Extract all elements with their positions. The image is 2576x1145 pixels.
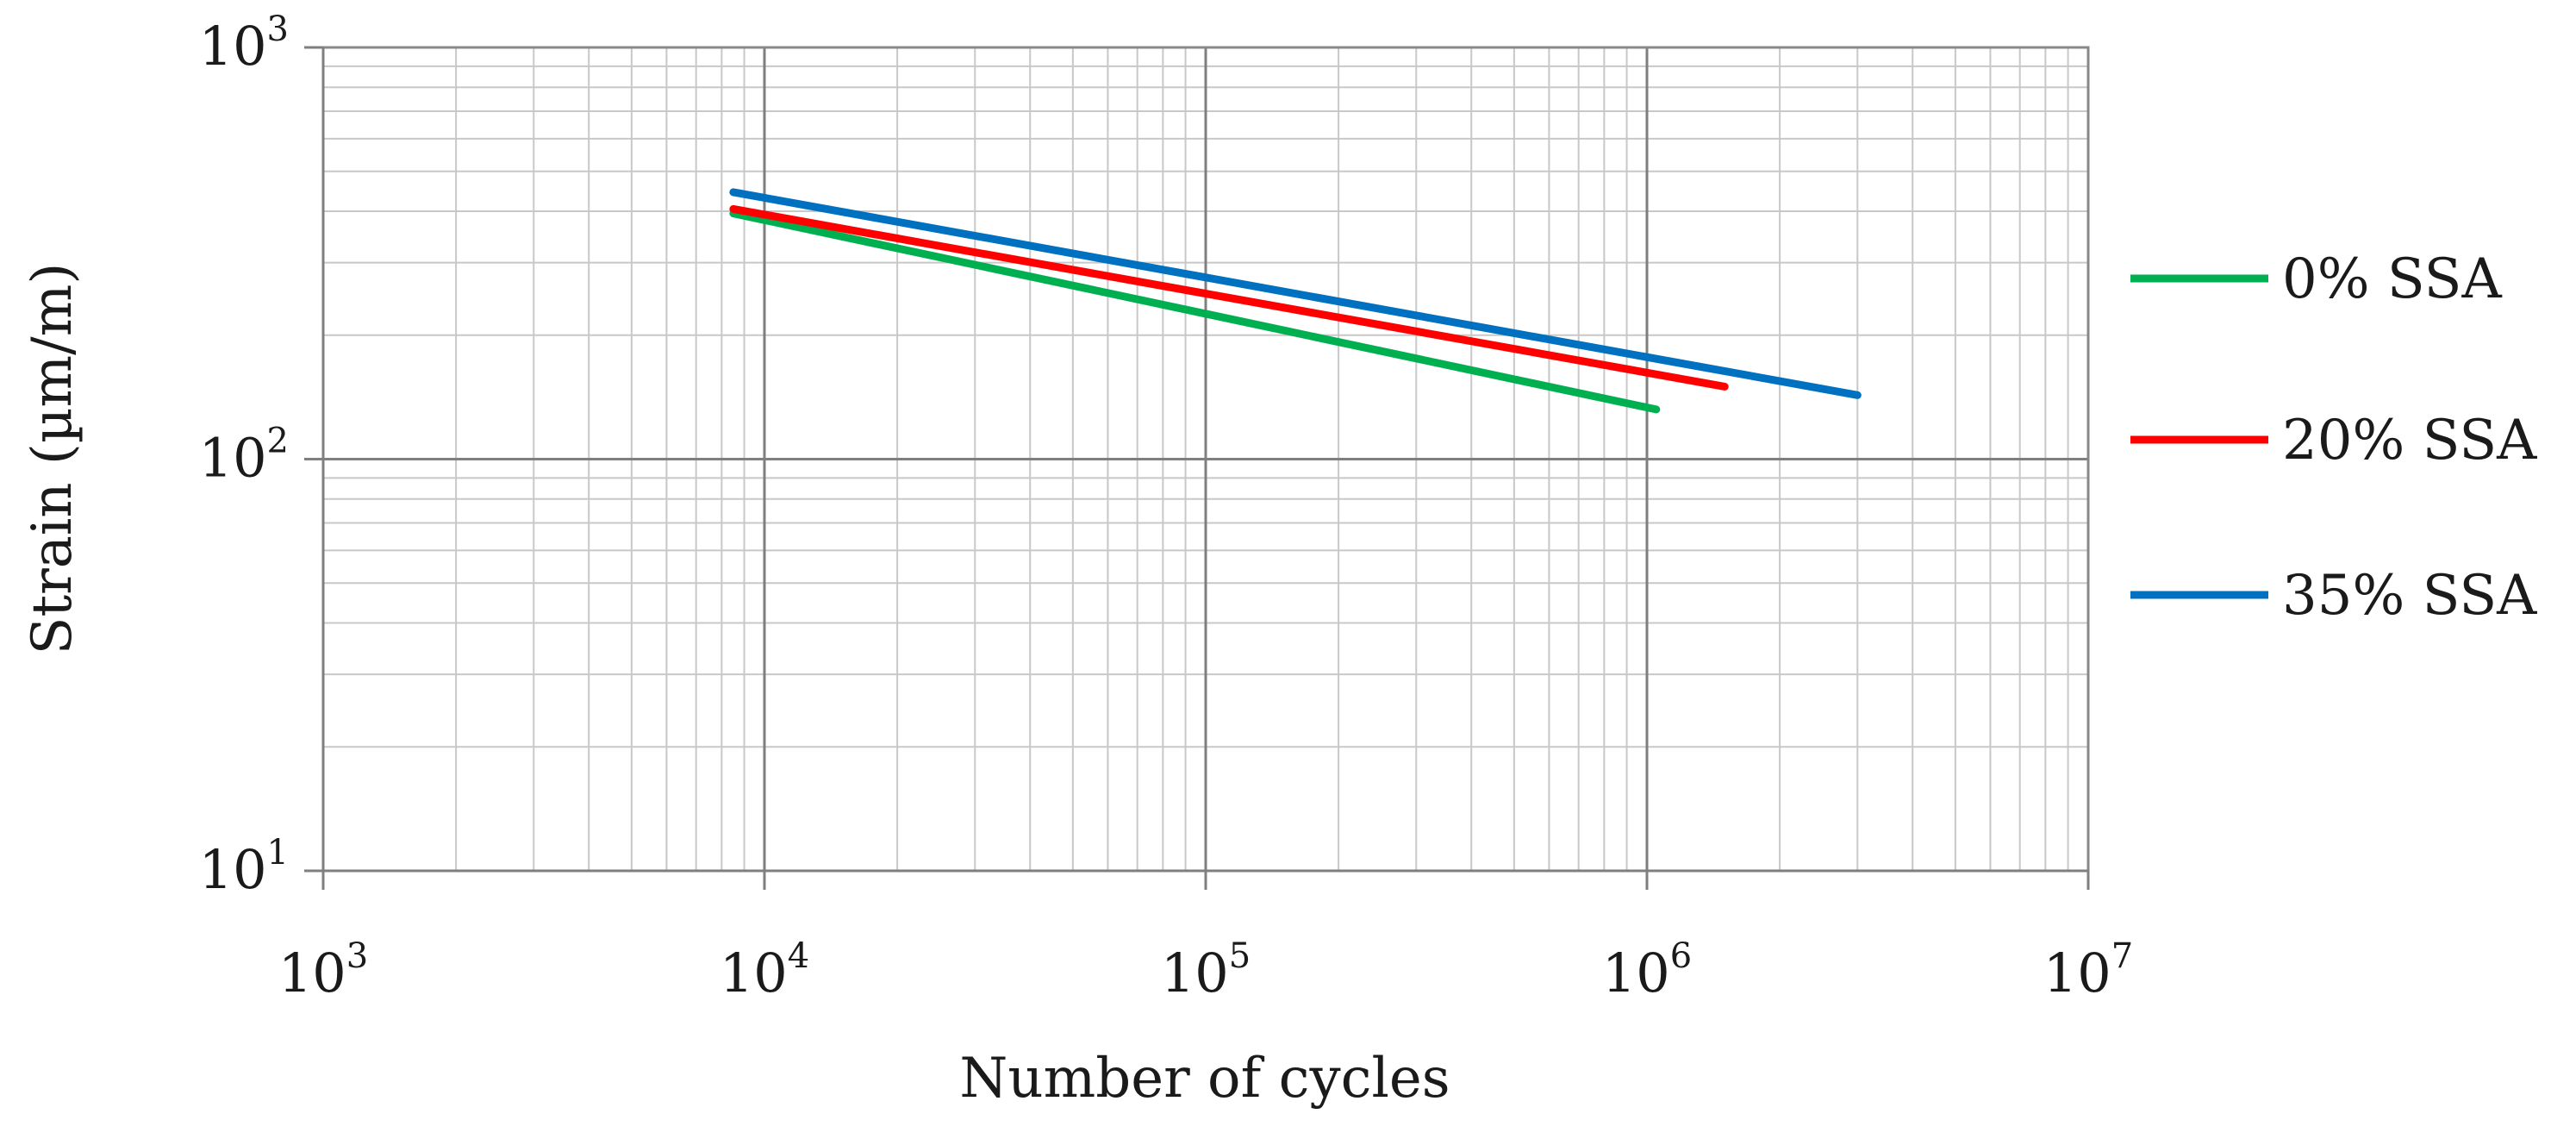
x-tick-label: 107 [2043, 936, 2133, 1004]
x-tick-label: 103 [278, 936, 368, 1004]
series-lines [729, 188, 1862, 414]
legend-label: 0% SSA [2282, 247, 2502, 311]
legend-label: 20% SSA [2282, 409, 2537, 472]
y-tick-label: 103 [199, 9, 289, 78]
y-tick-label: 102 [199, 422, 289, 490]
y-axis-title: Strain (µm/m) [21, 263, 84, 655]
x-axis-title: Number of cycles [959, 1047, 1450, 1111]
legend: 0% SSA 20% SSA 35% SSA [2130, 247, 2537, 628]
x-tick-label: 106 [1602, 936, 1692, 1004]
axes [304, 46, 2090, 890]
y-tick-label: 101 [199, 833, 289, 901]
x-tick-label: 104 [720, 936, 809, 1004]
series-line-20-ssa [729, 204, 1729, 391]
grid [321, 46, 2090, 873]
series-line-35-ssa [729, 188, 1862, 399]
legend-label: 35% SSA [2282, 564, 2537, 628]
series-line-0-ssa [729, 210, 1661, 414]
x-tick-label: 105 [1161, 936, 1251, 1004]
tick-labels: 103 104 105 106 107 101 102 103 [199, 9, 2134, 1004]
